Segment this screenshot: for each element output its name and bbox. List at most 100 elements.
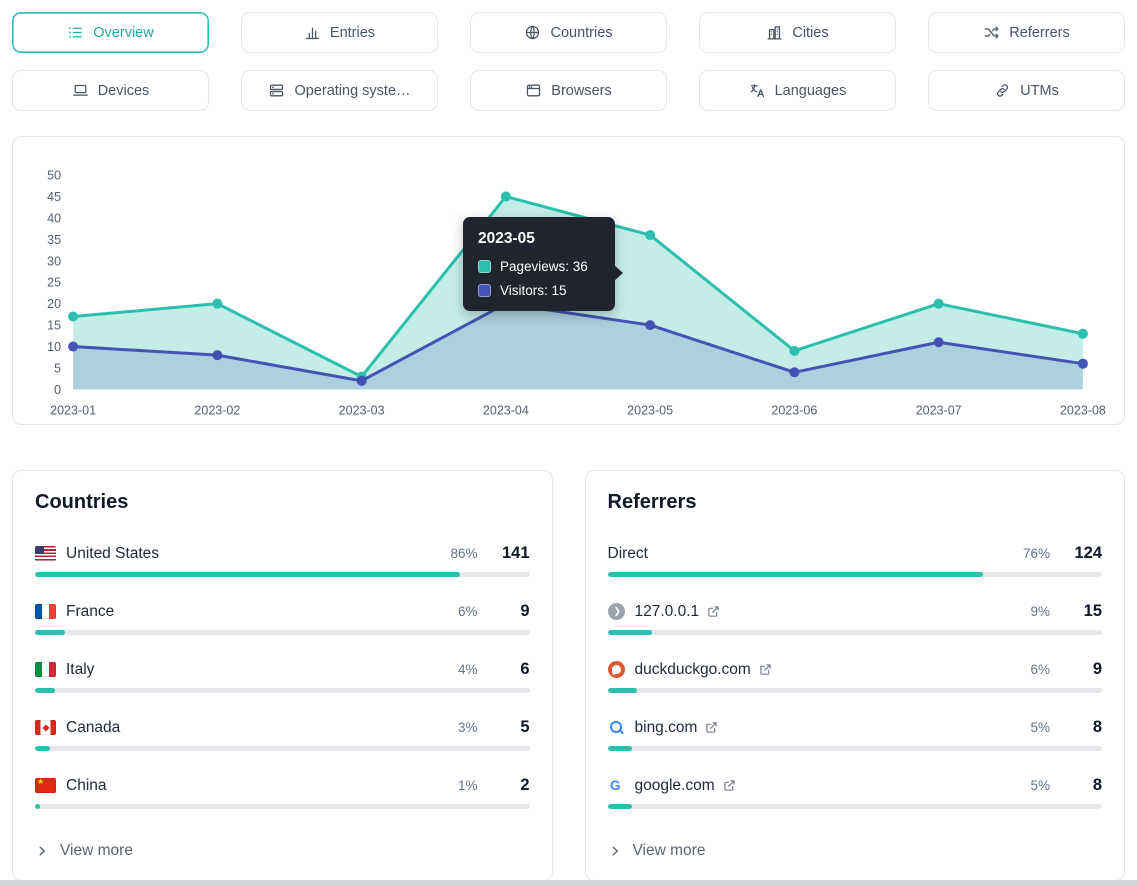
progress-track <box>35 688 530 693</box>
tab-label: UTMs <box>1020 82 1059 99</box>
external-link-icon[interactable] <box>707 605 720 618</box>
country-name: China <box>66 776 107 794</box>
svg-text:2023-03: 2023-03 <box>339 403 385 417</box>
progress-fill <box>35 630 65 635</box>
count-value: 2 <box>520 776 530 794</box>
duckduckgo-favicon <box>607 661 625 678</box>
shuffle-icon <box>983 24 1000 41</box>
progress-track <box>607 804 1102 809</box>
percent-label: 76% <box>1022 546 1050 561</box>
tooltip-title: 2023-05 <box>478 230 535 247</box>
count-value: 8 <box>1092 776 1102 794</box>
svg-text:2023-02: 2023-02 <box>194 403 240 417</box>
tab-referrers[interactable]: Referrers <box>928 12 1125 53</box>
localhost-favicon <box>607 603 625 620</box>
tooltip-pageviews-row: Pageviews: 36 <box>478 259 600 274</box>
svg-text:35: 35 <box>47 233 61 247</box>
progress-fill <box>35 746 50 751</box>
countries-card: Countries United States 86% 141 France 6… <box>12 470 553 881</box>
tab-label: Entries <box>329 24 376 41</box>
bar-chart-icon <box>304 24 321 41</box>
country-row: Canada 3% 5 <box>35 718 530 751</box>
country-name: Canada <box>66 718 121 736</box>
count-value: 8 <box>1092 718 1102 736</box>
cn-flag-icon <box>35 778 56 793</box>
pageviews-swatch-icon <box>478 260 491 273</box>
tab-devices[interactable]: Devices <box>12 70 209 111</box>
stats-cards-row: Countries United States 86% 141 France 6… <box>12 470 1125 881</box>
tab-utms[interactable]: UTMs <box>928 70 1125 111</box>
tab-operating-systems[interactable]: Operating syste… <box>241 70 438 111</box>
tooltip-visitors-row: Visitors: 15 <box>478 283 600 298</box>
external-link-icon[interactable] <box>723 779 736 792</box>
referrer-name: Direct <box>607 544 648 562</box>
bing-favicon <box>608 719 625 736</box>
globe-icon <box>524 24 541 41</box>
next-section-edge <box>0 880 1137 885</box>
svg-text:50: 50 <box>47 169 61 183</box>
count-value: 124 <box>1074 544 1102 562</box>
progress-track <box>607 688 1102 693</box>
external-link-icon[interactable] <box>705 721 718 734</box>
percent-label: 9% <box>1030 604 1050 619</box>
country-row: China 1% 2 <box>35 776 530 809</box>
chart-tooltip: 2023-05 Pageviews: 36 Visitors: 15 <box>463 217 623 311</box>
progress-fill <box>607 630 652 635</box>
view-more-label: View more <box>632 842 706 859</box>
country-name: France <box>66 602 115 620</box>
laptop-icon <box>72 82 89 99</box>
ca-flag-icon <box>35 720 56 735</box>
tab-countries[interactable]: Countries <box>470 12 667 53</box>
progress-track <box>35 572 530 577</box>
count-value: 9 <box>520 602 530 620</box>
tab-languages[interactable]: Languages <box>699 70 896 111</box>
tab-label: Cities <box>792 24 829 41</box>
percent-label: 6% <box>1030 662 1050 677</box>
tab-cities[interactable]: Cities <box>699 12 896 53</box>
svg-text:20: 20 <box>47 297 61 311</box>
fr-flag-icon <box>35 604 56 619</box>
translate-icon <box>749 82 766 99</box>
referrer-row: 127.0.0.1 9% 15 <box>607 602 1102 635</box>
progress-fill <box>607 572 984 577</box>
referrer-name: duckduckgo.com <box>634 660 751 678</box>
percent-label: 1% <box>457 778 478 793</box>
svg-text:10: 10 <box>47 340 61 354</box>
link-icon <box>994 82 1011 99</box>
visitors-swatch-icon <box>478 284 491 297</box>
tab-label: Overview <box>93 24 154 41</box>
progress-track <box>607 746 1102 751</box>
referrer-row: bing.com 5% 8 <box>607 718 1102 751</box>
external-link-icon[interactable] <box>759 663 772 676</box>
progress-track <box>35 804 530 809</box>
us-flag-icon <box>35 546 56 561</box>
svg-text:2023-04: 2023-04 <box>483 403 529 417</box>
google-favicon <box>607 777 625 794</box>
country-row: Italy 4% 6 <box>35 660 530 693</box>
referrer-name: bing.com <box>634 718 698 736</box>
country-row: United States 86% 141 <box>35 544 530 577</box>
progress-fill <box>35 804 40 809</box>
progress-track <box>35 746 530 751</box>
tab-entries[interactable]: Entries <box>241 12 438 53</box>
countries-card-title: Countries <box>35 491 129 513</box>
svg-text:2023-01: 2023-01 <box>50 403 96 417</box>
tab-browsers[interactable]: Browsers <box>470 70 667 111</box>
referrers-card: Referrers Direct 76% 124 127.0.0.1 9% 15 <box>584 470 1125 881</box>
referrers-view-more-button[interactable]: View more <box>608 834 706 866</box>
progress-track <box>607 572 1102 577</box>
tab-label: Languages <box>774 82 847 99</box>
progress-fill <box>607 804 633 809</box>
tab-label: Referrers <box>1009 24 1070 41</box>
count-value: 15 <box>1083 602 1102 620</box>
referrers-card-title: Referrers <box>607 491 697 513</box>
buildings-icon <box>766 24 783 41</box>
percent-label: 5% <box>1030 778 1050 793</box>
percent-label: 3% <box>457 720 478 735</box>
countries-view-more-button[interactable]: View more <box>35 834 133 866</box>
chevron-right-icon <box>608 844 622 858</box>
progress-track <box>35 630 530 635</box>
server-icon <box>268 82 285 99</box>
tab-overview[interactable]: Overview <box>12 12 209 53</box>
